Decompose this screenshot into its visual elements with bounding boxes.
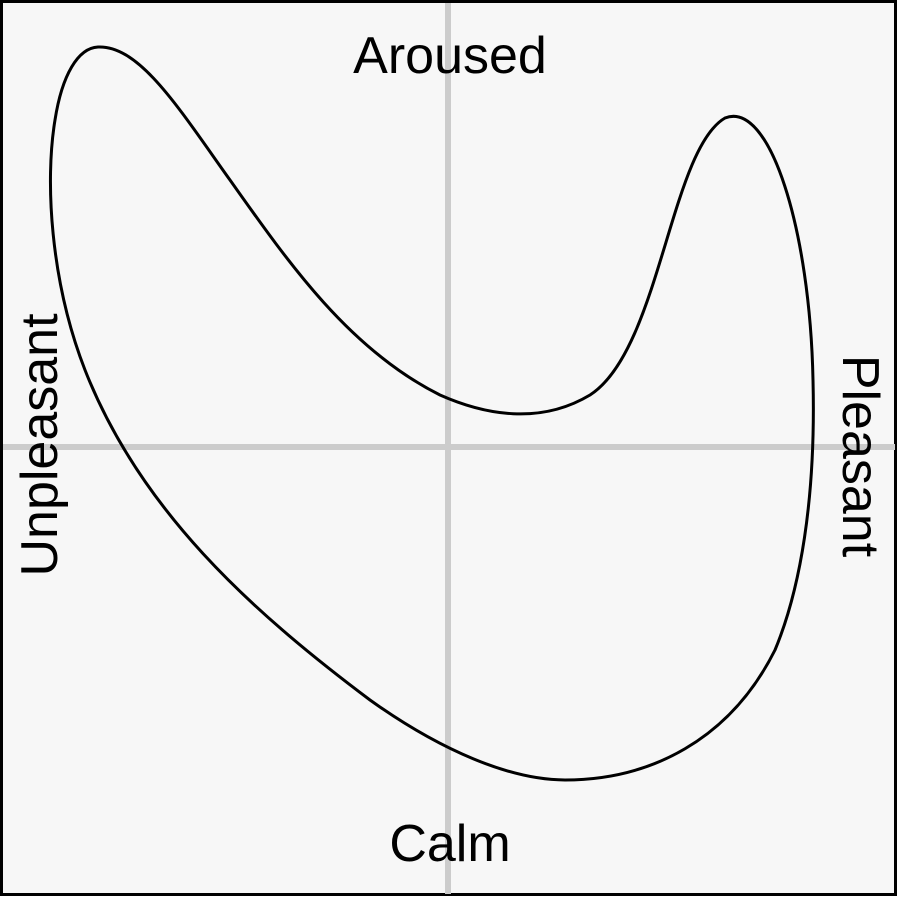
pleasant-label: Pleasant bbox=[831, 355, 889, 558]
affect-region-outline bbox=[48, 45, 815, 782]
unpleasant-label: Unpleasant bbox=[11, 313, 69, 577]
calm-label: Calm bbox=[389, 815, 510, 873]
aroused-label: Aroused bbox=[353, 27, 547, 85]
